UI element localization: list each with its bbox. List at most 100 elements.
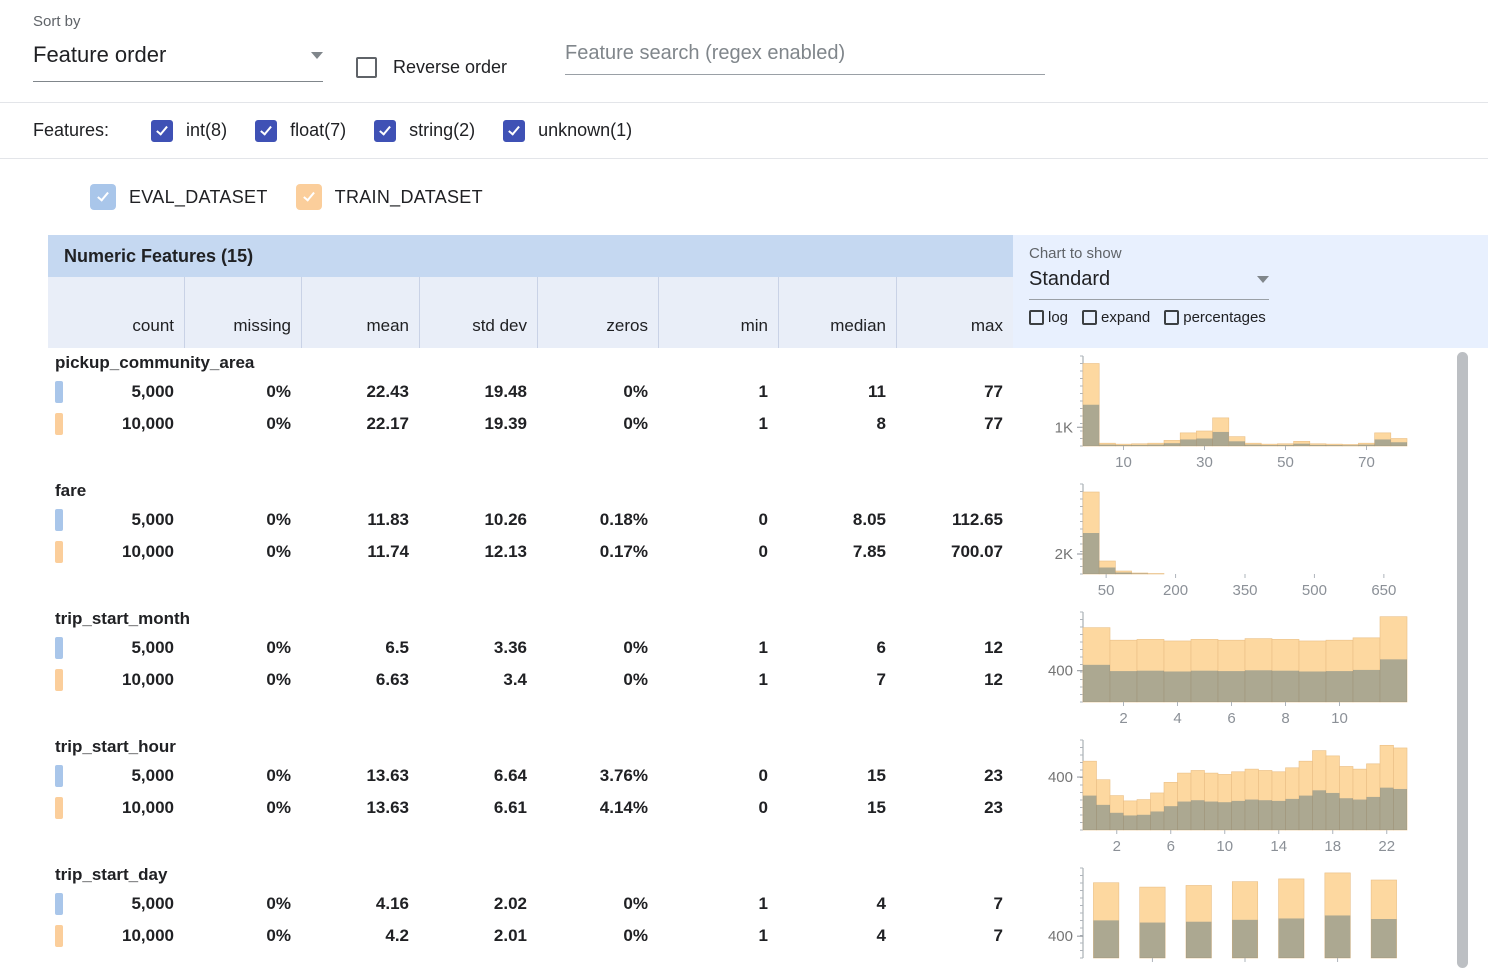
reverse-order-control[interactable]: Reverse order: [356, 57, 507, 78]
column-header-std-dev: std dev: [419, 277, 537, 348]
svg-text:50: 50: [1098, 582, 1115, 599]
stat-max: 7: [896, 920, 1013, 952]
features-label: Features:: [33, 120, 109, 141]
feature-type-checkbox[interactable]: [503, 120, 525, 142]
stats-row-eval: 5,0000%22.4319.480%11177: [48, 376, 1013, 408]
stats-row-eval: 5,0000%11.8310.260.18%08.05112.65: [48, 504, 1013, 536]
chart-options: log expand percentages: [1029, 309, 1488, 326]
stat-missing: 0%: [184, 664, 301, 696]
reverse-order-checkbox[interactable]: [356, 57, 377, 78]
chart-option-percentages[interactable]: percentages: [1164, 309, 1266, 326]
sort-by-dropdown[interactable]: Feature order: [33, 42, 323, 82]
stat-std-dev: 2.01: [419, 920, 537, 952]
stat-max: 77: [896, 408, 1013, 440]
stat-median: 6: [778, 632, 896, 664]
train-dataset-swatch: [55, 925, 63, 947]
chart-option-log[interactable]: log: [1029, 309, 1068, 326]
svg-text:400: 400: [1048, 769, 1073, 786]
stat-std-dev: 12.13: [419, 536, 537, 568]
stat-mean: 11.83: [301, 504, 419, 536]
svg-text:2: 2: [1113, 838, 1121, 855]
stat-missing: 0%: [184, 792, 301, 824]
feature-type-filter-int[interactable]: int(8): [151, 120, 227, 142]
feature-histogram: 400246: [1013, 860, 1488, 968]
stat-zeros: 0%: [537, 664, 658, 696]
column-header-count: count: [48, 277, 184, 348]
vertical-scrollbar[interactable]: [1457, 352, 1468, 968]
stats-row-train: 10,0000%13.636.614.14%01523: [48, 792, 1013, 824]
stat-zeros: 0%: [537, 376, 658, 408]
search-input[interactable]: [565, 42, 1045, 65]
feature-type-filter-string[interactable]: string(2): [374, 120, 475, 142]
eval-dataset-swatch: [55, 637, 63, 659]
chart-controls-panel: Chart to show Standard logexpandpercenta…: [1013, 235, 1488, 348]
scrollbar-thumb[interactable]: [1457, 352, 1468, 968]
stat-zeros: 0%: [537, 888, 658, 920]
charts-section: Chart to show Standard logexpandpercenta…: [1013, 235, 1488, 968]
feature-histogram: 400246810: [1013, 604, 1488, 732]
chart-option-checkbox[interactable]: [1029, 310, 1044, 325]
stat-median: 8: [778, 408, 896, 440]
dataset-toggle-1[interactable]: TRAIN_DATASET: [296, 184, 483, 210]
stats-row-train: 10,0000%6.633.40%1712: [48, 664, 1013, 696]
stat-count: 5,000: [48, 888, 184, 920]
feature-histogram: 2K50200350500650: [1013, 476, 1488, 604]
svg-text:2: 2: [1119, 710, 1127, 727]
feature-histogram: 1K10305070: [1013, 348, 1488, 476]
stat-median: 4: [778, 920, 896, 952]
stat-min: 1: [658, 888, 778, 920]
feature-type-checkbox[interactable]: [151, 120, 173, 142]
stat-mean: 13.63: [301, 792, 419, 824]
stat-count: 10,000: [48, 408, 184, 440]
feature-type-checkbox[interactable]: [255, 120, 277, 142]
chart-type-dropdown[interactable]: Standard: [1029, 268, 1269, 300]
stat-mean: 6.5: [301, 632, 419, 664]
stats-columns-section: Numeric Features (15) countmissingmeanst…: [48, 235, 1013, 968]
chart-option-checkbox[interactable]: [1082, 310, 1097, 325]
stat-median: 15: [778, 792, 896, 824]
feature-block: fare5,0000%11.8310.260.18%08.05112.6510,…: [48, 476, 1013, 604]
stats-row-train: 10,0000%11.7412.130.17%07.85700.07: [48, 536, 1013, 568]
stat-median: 7: [778, 664, 896, 696]
column-header-max: max: [896, 277, 1013, 348]
dataset-checkbox[interactable]: [296, 184, 322, 210]
stat-count: 5,000: [48, 376, 184, 408]
histogram-svg: 1K10305070: [1027, 348, 1427, 474]
svg-text:200: 200: [1163, 582, 1188, 599]
feature-type-checkbox[interactable]: [374, 120, 396, 142]
chart-option-label: percentages: [1183, 309, 1266, 326]
histogram-svg: 400246: [1027, 860, 1427, 968]
check-icon: [97, 189, 109, 201]
feature-type-filter-float[interactable]: float(7): [255, 120, 346, 142]
train-dataset-swatch: [55, 797, 63, 819]
chart-option-expand[interactable]: expand: [1082, 309, 1150, 326]
stat-missing: 0%: [184, 536, 301, 568]
stat-count: 5,000: [48, 760, 184, 792]
stat-count: 10,000: [48, 920, 184, 952]
chart-option-label: expand: [1101, 309, 1150, 326]
stat-max: 112.65: [896, 504, 1013, 536]
feature-type-filter-unknown[interactable]: unknown(1): [503, 120, 632, 142]
stat-std-dev: 19.48: [419, 376, 537, 408]
svg-text:10: 10: [1216, 838, 1233, 855]
feature-name: trip_start_day: [48, 860, 1013, 888]
table-title: Numeric Features (15): [48, 235, 1013, 277]
stat-median: 11: [778, 376, 896, 408]
stat-zeros: 0%: [537, 632, 658, 664]
feature-block: trip_start_hour5,0000%13.636.643.76%0152…: [48, 732, 1013, 860]
svg-text:50: 50: [1277, 454, 1294, 471]
dataset-checkbox[interactable]: [90, 184, 116, 210]
feature-type-label: int(8): [186, 120, 227, 141]
stat-max: 7: [896, 888, 1013, 920]
check-icon: [508, 123, 520, 135]
dataset-toggle-0[interactable]: EVAL_DATASET: [90, 184, 268, 210]
svg-text:2K: 2K: [1055, 546, 1073, 563]
stat-count: 10,000: [48, 792, 184, 824]
chart-option-label: log: [1048, 309, 1068, 326]
svg-text:6: 6: [1167, 838, 1175, 855]
stat-missing: 0%: [184, 888, 301, 920]
feature-type-filter-bar: Features: int(8) float(7) string(2) unknown…: [0, 103, 1488, 159]
dataset-label: TRAIN_DATASET: [335, 187, 483, 208]
stat-zeros: 3.76%: [537, 760, 658, 792]
chart-option-checkbox[interactable]: [1164, 310, 1179, 325]
